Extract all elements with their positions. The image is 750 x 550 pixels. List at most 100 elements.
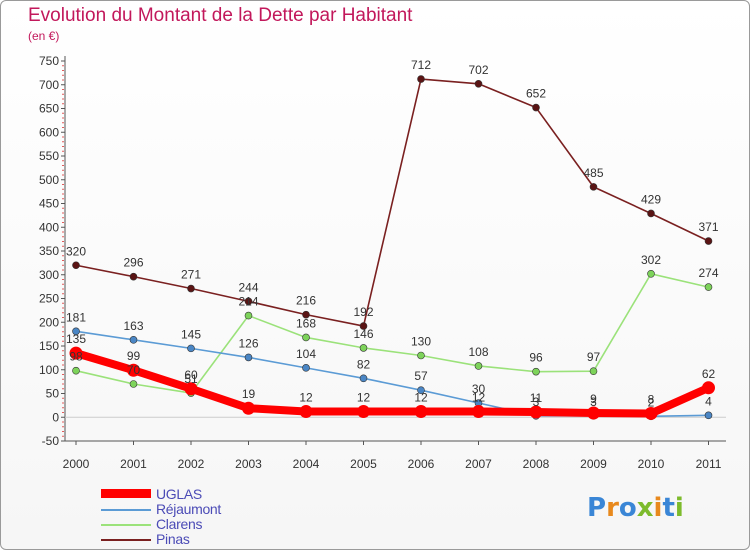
data-point bbox=[129, 272, 138, 281]
y-tick-label: 400 bbox=[39, 220, 59, 234]
data-label: 3 bbox=[590, 395, 597, 409]
data-point bbox=[244, 297, 253, 306]
data-label: 652 bbox=[526, 87, 546, 101]
data-label: 296 bbox=[123, 256, 143, 270]
data-label: 99 bbox=[127, 349, 141, 363]
x-tick-label: 2011 bbox=[696, 457, 722, 471]
y-tick-label: 250 bbox=[39, 292, 59, 306]
data-point bbox=[187, 344, 195, 353]
data-point bbox=[242, 401, 255, 415]
series-line-pinas bbox=[75, 78, 710, 327]
y-tick-label: 700 bbox=[39, 78, 59, 92]
y-tick-label: 0 bbox=[52, 410, 59, 424]
x-tick-label: 2001 bbox=[120, 457, 147, 471]
data-point bbox=[299, 405, 313, 419]
y-tick-label: 750 bbox=[39, 54, 59, 68]
chart-subtitle: (en €) bbox=[28, 29, 60, 43]
data-label: 163 bbox=[123, 319, 143, 333]
data-label: 30 bbox=[472, 382, 486, 396]
data-point bbox=[472, 405, 485, 419]
data-label: 135 bbox=[66, 332, 86, 346]
data-point bbox=[359, 322, 368, 330]
y-tick-label: 600 bbox=[39, 125, 59, 139]
legend-label: Réjaumont bbox=[156, 501, 222, 517]
data-point bbox=[302, 333, 310, 342]
data-label: 60 bbox=[184, 368, 198, 382]
data-point bbox=[414, 405, 428, 419]
data-point bbox=[127, 363, 140, 377]
data-label: 98 bbox=[69, 350, 83, 364]
legend-label: Pinas bbox=[156, 531, 190, 547]
data-point bbox=[417, 386, 425, 394]
data-point bbox=[529, 405, 543, 419]
y-tick-label: 200 bbox=[39, 315, 59, 329]
x-tick-label: 2000 bbox=[63, 457, 90, 471]
y-tick-label: 50 bbox=[46, 387, 60, 401]
data-label: 2 bbox=[648, 395, 655, 409]
data-label: 429 bbox=[641, 192, 661, 206]
data-point bbox=[417, 351, 425, 360]
data-point bbox=[587, 406, 600, 420]
data-point bbox=[72, 261, 80, 270]
proxiti-logo: Proxiti bbox=[587, 493, 684, 523]
data-point bbox=[474, 362, 483, 370]
data-point bbox=[647, 209, 655, 218]
data-label: 51 bbox=[184, 372, 198, 386]
y-tick-label: 300 bbox=[39, 268, 59, 282]
y-tick-label: 550 bbox=[39, 149, 59, 163]
x-tick-label: 2006 bbox=[408, 457, 435, 471]
data-point bbox=[704, 237, 713, 245]
data-point bbox=[644, 406, 658, 420]
data-point bbox=[359, 374, 368, 383]
data-label: 3 bbox=[533, 395, 540, 409]
y-tick-label: 350 bbox=[39, 244, 59, 258]
y-tick-label: 450 bbox=[39, 197, 59, 211]
data-label: 485 bbox=[583, 166, 603, 180]
data-label: 70 bbox=[127, 363, 141, 377]
data-point bbox=[357, 405, 370, 419]
x-tick-label: 2010 bbox=[638, 457, 665, 471]
logo-letter: i bbox=[674, 493, 684, 523]
data-point bbox=[702, 381, 715, 395]
data-point bbox=[532, 103, 540, 112]
y-tick-label: 100 bbox=[39, 363, 59, 377]
legend-swatch bbox=[101, 524, 151, 526]
data-label: 244 bbox=[238, 280, 258, 294]
data-point bbox=[589, 367, 598, 375]
data-label: 9 bbox=[590, 392, 597, 406]
logo-letter: i bbox=[653, 493, 663, 523]
data-label: 214 bbox=[238, 295, 258, 309]
series-line-clarens bbox=[75, 272, 710, 394]
data-label: 146 bbox=[353, 327, 373, 341]
data-point bbox=[129, 380, 138, 388]
y-tick-label: -50 bbox=[42, 434, 60, 448]
data-label: 82 bbox=[357, 357, 371, 371]
data-label: 12 bbox=[299, 391, 313, 405]
logo-letter: o bbox=[618, 493, 637, 523]
data-label: 97 bbox=[587, 350, 601, 364]
x-tick-label: 2008 bbox=[523, 457, 550, 471]
data-label: 168 bbox=[296, 316, 316, 330]
data-point bbox=[532, 367, 540, 376]
legend-swatch bbox=[101, 489, 151, 498]
data-point bbox=[72, 366, 80, 375]
data-label: 96 bbox=[529, 351, 543, 365]
logo-letter: r bbox=[606, 493, 619, 523]
data-label: 126 bbox=[238, 336, 258, 350]
data-point bbox=[647, 269, 655, 278]
legend-label: UGLAS bbox=[156, 486, 202, 502]
data-label: 145 bbox=[181, 327, 201, 341]
data-point bbox=[302, 310, 310, 319]
data-label: 181 bbox=[66, 310, 86, 324]
data-label: 216 bbox=[296, 294, 316, 308]
data-label: 712 bbox=[411, 58, 431, 72]
data-label: 104 bbox=[296, 347, 316, 361]
series-line-uglas bbox=[72, 349, 713, 418]
data-label: 57 bbox=[414, 369, 428, 383]
data-label: 192 bbox=[353, 305, 373, 319]
data-point bbox=[129, 336, 138, 344]
data-point bbox=[589, 183, 598, 191]
data-point bbox=[704, 283, 713, 291]
x-tick-label: 2002 bbox=[178, 457, 205, 471]
